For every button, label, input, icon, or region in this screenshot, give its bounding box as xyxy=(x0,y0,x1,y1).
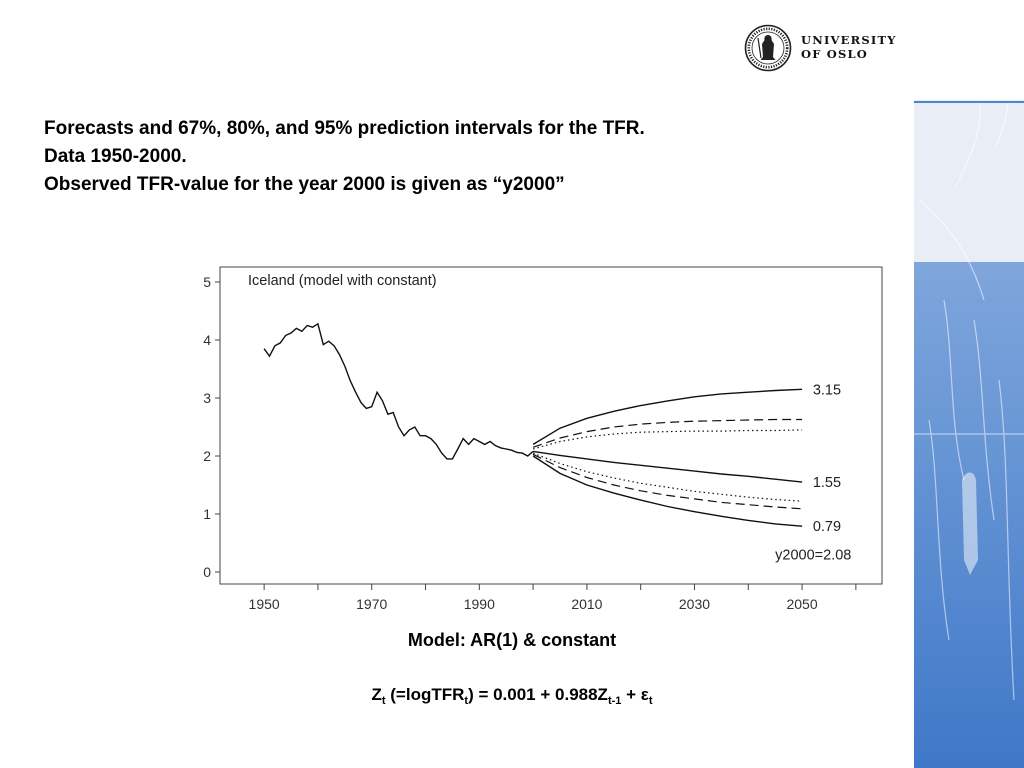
series-line-1 xyxy=(532,450,803,483)
x-tick-label-4: 2030 xyxy=(679,596,710,612)
side-decoration-band xyxy=(914,0,1024,768)
formula-sub-t-3: t xyxy=(648,695,653,707)
y-tick-label-5: 5 xyxy=(203,274,211,290)
series-lines xyxy=(263,322,803,527)
model-caption: Model: AR(1) & constant xyxy=(407,630,617,650)
slide-title: Forecasts and 67%, 80%, and 95% predicti… xyxy=(44,115,645,199)
formula-plus: + ε xyxy=(621,685,649,704)
formula-mid: (=logTFR xyxy=(385,685,465,704)
logo-line-1: UNIVERSITY xyxy=(801,33,897,47)
x-tick-label-5: 2050 xyxy=(786,596,817,612)
logo-line-2: OF OSLO xyxy=(801,47,869,61)
x-tick-label-0: 1950 xyxy=(249,596,280,612)
x-tick-label-2: 1990 xyxy=(464,596,495,612)
series-line-0 xyxy=(263,322,534,460)
y-tick-label-3: 3 xyxy=(203,390,211,406)
chart-svg: Iceland (model with constant) 0 1 2 3 4 5 195… xyxy=(203,266,883,612)
series-line-7 xyxy=(532,452,803,502)
formula-sub-t-2: t xyxy=(464,695,469,707)
university-name: UNIVERSITY OF OSLO xyxy=(801,33,897,61)
formula-sub-t: t xyxy=(381,695,386,707)
series-line-5 xyxy=(532,453,803,510)
x-axis: 1950 1970 1990 2010 2030 2050 xyxy=(249,584,857,612)
university-seal-icon xyxy=(744,24,792,72)
annotation-1: 1.55 xyxy=(813,475,841,491)
x-tick-label-1: 1970 xyxy=(356,596,387,612)
formula-z: Z xyxy=(371,685,382,704)
university-logo: UNIVERSITY OF OSLO xyxy=(744,24,904,74)
x-tick-label-3: 2010 xyxy=(571,596,602,612)
model-formula: Zt (=logTFRt) = 0.001 + 0.988Zt-1 + εt xyxy=(0,685,1024,707)
plot-frame xyxy=(219,266,883,585)
y-tick-label-1: 1 xyxy=(203,506,211,522)
tfr-forecast-chart: Iceland (model with constant) 0 1 2 3 4 5 195… xyxy=(196,258,896,620)
annotation-3: y2000=2.08 xyxy=(775,548,851,564)
series-line-3 xyxy=(532,455,803,527)
chart-title: Iceland (model with constant) xyxy=(248,273,437,289)
series-line-2 xyxy=(532,388,803,445)
title-line-1: Forecasts and 67%, 80%, and 95% predicti… xyxy=(44,118,645,139)
y-tick-label-0: 0 xyxy=(203,564,211,580)
formula-sub-t1: t-1 xyxy=(607,695,622,707)
y-axis: 0 1 2 3 4 5 xyxy=(203,274,220,580)
annotation-0: 3.15 xyxy=(813,382,841,398)
formula-close: ) = 0.001 + 0.988Z xyxy=(468,685,608,704)
y-tick-label-2: 2 xyxy=(203,448,211,464)
title-line-3: Observed TFR-value for the year 2000 is … xyxy=(44,174,565,195)
series-line-4 xyxy=(532,418,803,448)
title-line-2: Data 1950-2000. xyxy=(44,146,187,167)
statue-motif xyxy=(914,16,1024,701)
annotations: 3.15 1.55 0.79 y2000=2.08 xyxy=(775,382,851,563)
annotation-2: 0.79 xyxy=(813,519,841,535)
y-tick-label-4: 4 xyxy=(203,332,211,348)
series-line-6 xyxy=(532,429,803,450)
